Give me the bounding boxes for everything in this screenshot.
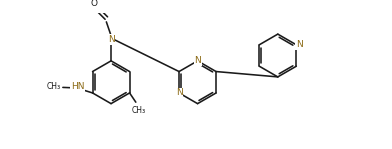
Text: CH₃: CH₃ bbox=[132, 106, 146, 115]
Text: N: N bbox=[176, 89, 182, 97]
Text: O: O bbox=[90, 0, 97, 8]
Text: N: N bbox=[108, 35, 114, 44]
Text: CH₃: CH₃ bbox=[46, 82, 60, 91]
Text: HN: HN bbox=[71, 82, 84, 91]
Text: N: N bbox=[194, 56, 201, 65]
Text: N: N bbox=[296, 40, 303, 49]
